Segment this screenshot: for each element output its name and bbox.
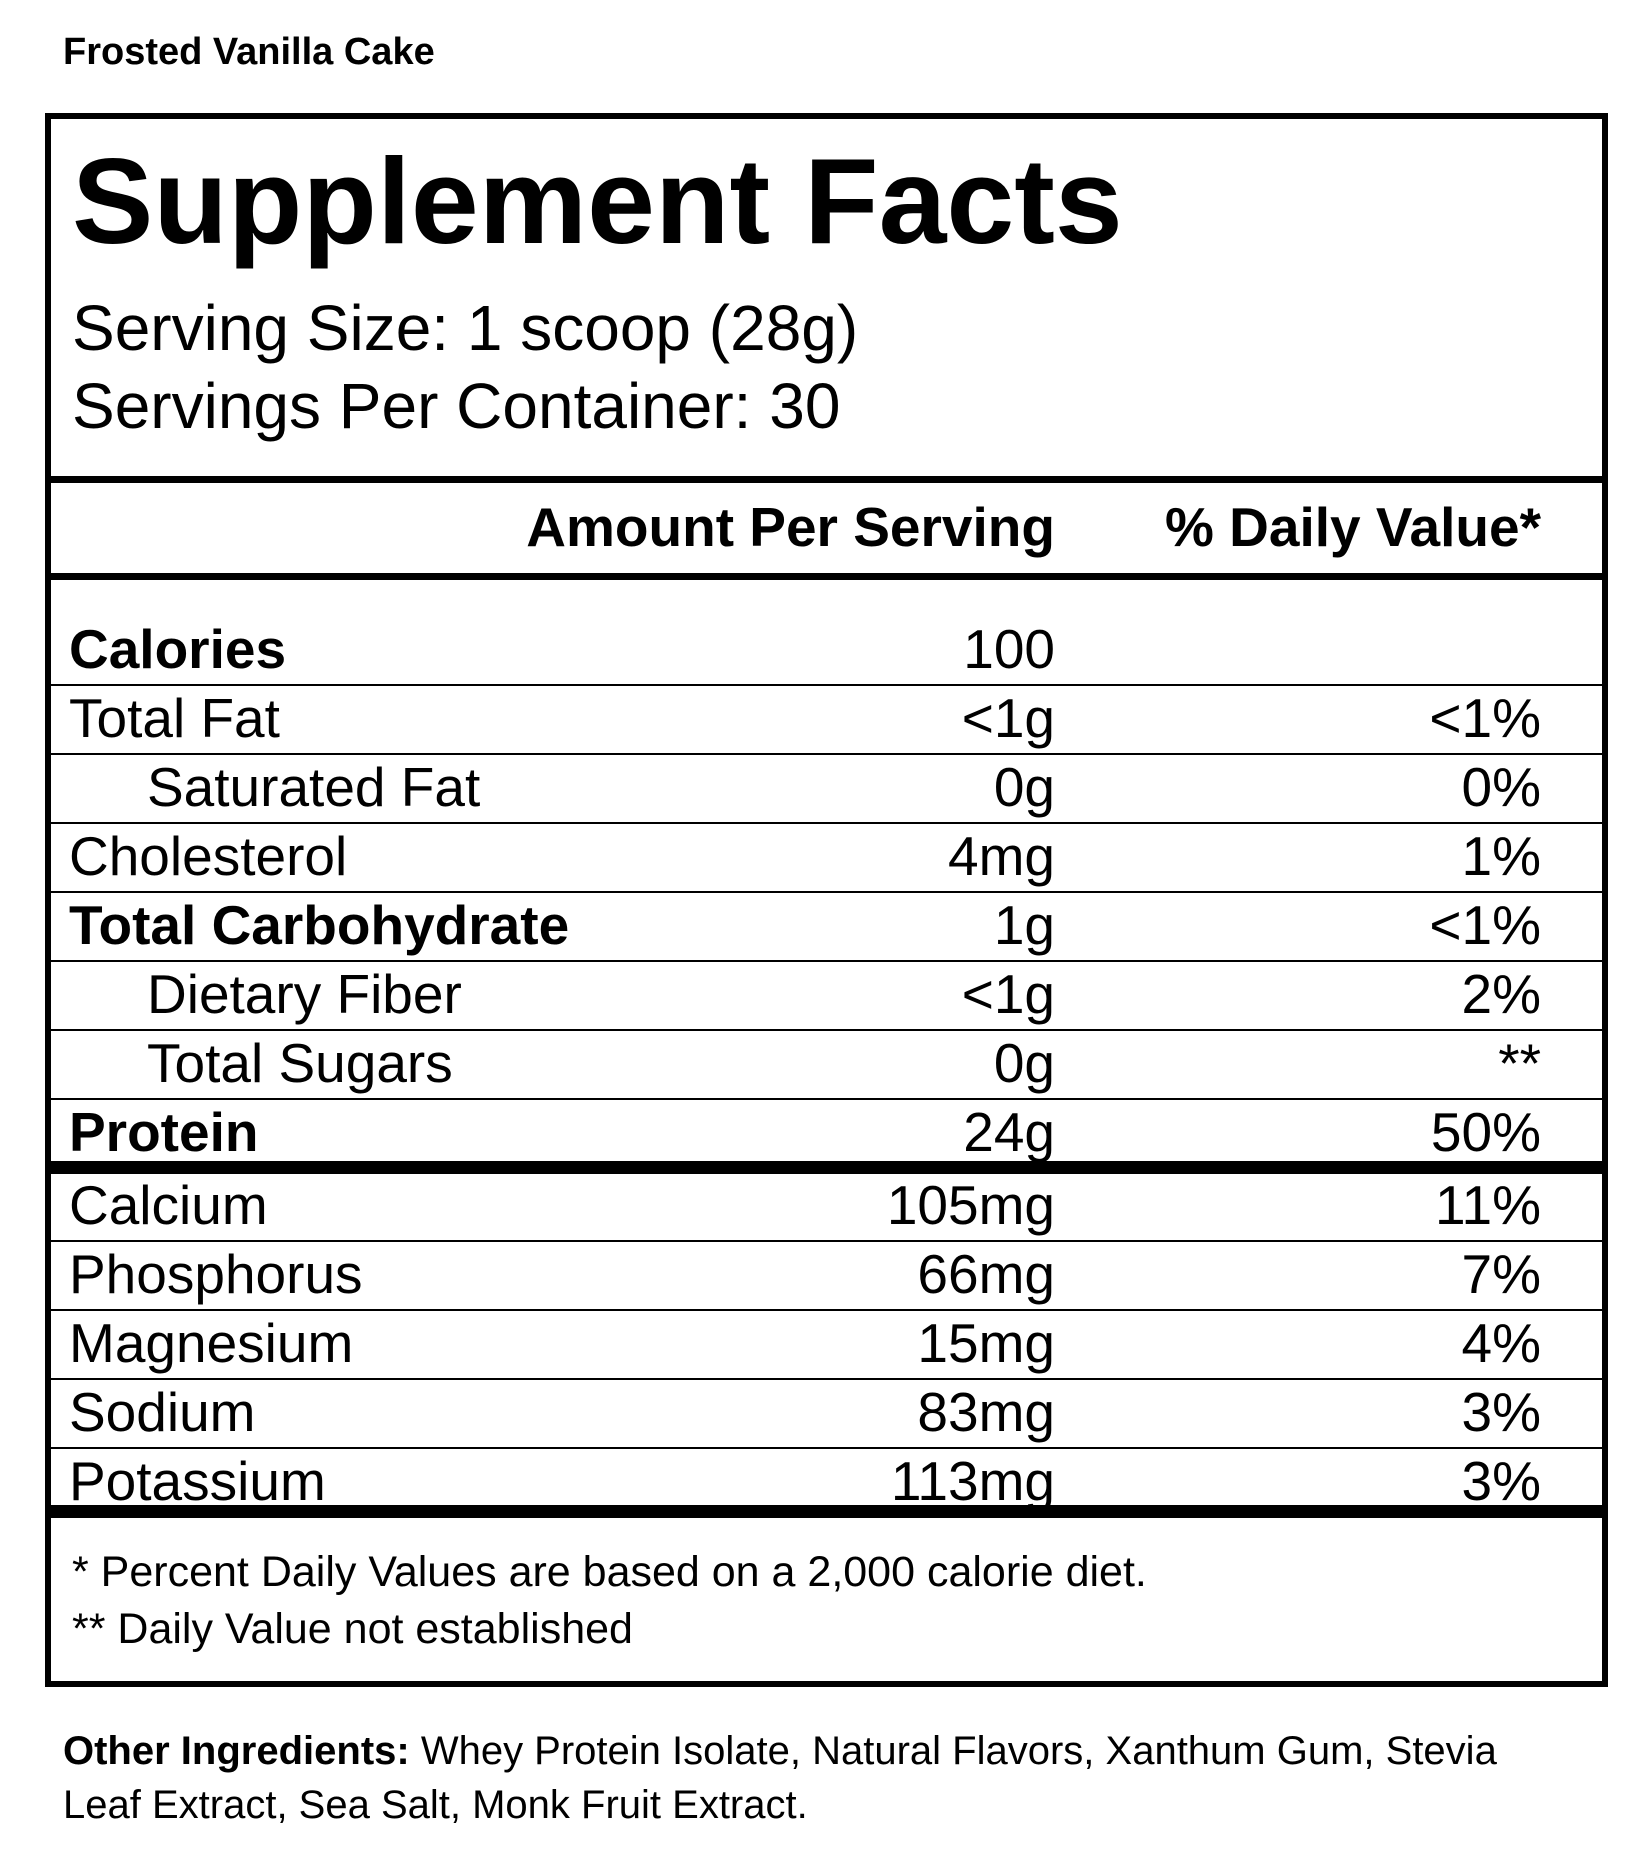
daily-value: 3%	[1462, 1381, 1542, 1443]
amount: 4mg	[948, 825, 1055, 887]
amount: 105mg	[887, 1174, 1055, 1236]
panel-title: Supplement Facts	[72, 133, 1123, 269]
amount: 83mg	[917, 1381, 1055, 1443]
amount: 0g	[994, 1032, 1055, 1094]
other-ingredients: Other Ingredients: Whey Protein Isolate,…	[63, 1729, 1498, 1773]
amount: 1g	[994, 894, 1055, 956]
serving-size: Serving Size: 1 scoop (28g)	[72, 292, 858, 364]
daily-value: 0%	[1462, 756, 1542, 818]
column-header: Amount Per Serving	[526, 496, 1055, 558]
divider	[48, 476, 1605, 483]
nutrient-label: Total Carbohydrate	[69, 894, 569, 956]
footnote: ** Daily Value not established	[72, 1605, 633, 1653]
nutrient-label: Sodium	[69, 1381, 255, 1443]
amount: 100	[963, 618, 1055, 680]
daily-value: 7%	[1462, 1243, 1542, 1305]
nutrient-label: Protein	[69, 1101, 258, 1163]
amount: 15mg	[917, 1312, 1055, 1374]
amount: 66mg	[917, 1243, 1055, 1305]
daily-value: 2%	[1462, 963, 1542, 1025]
nutrient-label: Dietary Fiber	[147, 963, 462, 1025]
amount: <1g	[962, 963, 1055, 1025]
nutrient-label: Total Sugars	[147, 1032, 453, 1094]
amount: <1g	[962, 687, 1055, 749]
other-ingredients-label: Other Ingredients:	[63, 1729, 410, 1773]
daily-value: **	[1498, 1032, 1541, 1094]
amount: 0g	[994, 756, 1055, 818]
column-header: % Daily Value*	[1165, 496, 1542, 558]
daily-value: 1%	[1462, 825, 1542, 887]
nutrient-label: Total Fat	[69, 687, 280, 749]
divider	[48, 1505, 1605, 1518]
daily-value: 3%	[1462, 1450, 1542, 1512]
nutrient-label: Magnesium	[69, 1312, 353, 1374]
flavor: Frosted Vanilla Cake	[63, 31, 435, 73]
other-ingredients-text: Leaf Extract, Sea Salt, Monk Fruit Extra…	[63, 1783, 808, 1827]
amount: 24g	[963, 1101, 1055, 1163]
daily-value: <1%	[1429, 687, 1541, 749]
daily-value: 50%	[1431, 1101, 1541, 1163]
nutrient-label: Potassium	[69, 1450, 326, 1512]
daily-value: <1%	[1429, 894, 1541, 956]
amount: 113mg	[891, 1450, 1055, 1512]
nutrient-label: Phosphorus	[69, 1243, 363, 1305]
nutrient-label: Saturated Fat	[147, 756, 480, 818]
footnote: * Percent Daily Values are based on a 2,…	[72, 1548, 1147, 1596]
divider	[48, 1161, 1605, 1174]
nutrient-label: Cholesterol	[69, 825, 347, 887]
servings-per-container: Servings Per Container: 30	[72, 370, 840, 442]
nutrient-label: Calcium	[69, 1174, 268, 1236]
daily-value: 11%	[1435, 1174, 1541, 1236]
daily-value: 4%	[1462, 1312, 1542, 1374]
nutrient-label: Calories	[69, 618, 286, 680]
other-ingredients-text: Whey Protein Isolate, Natural Flavors, X…	[410, 1729, 1498, 1773]
panel-border	[45, 113, 1608, 1687]
divider	[48, 573, 1605, 580]
